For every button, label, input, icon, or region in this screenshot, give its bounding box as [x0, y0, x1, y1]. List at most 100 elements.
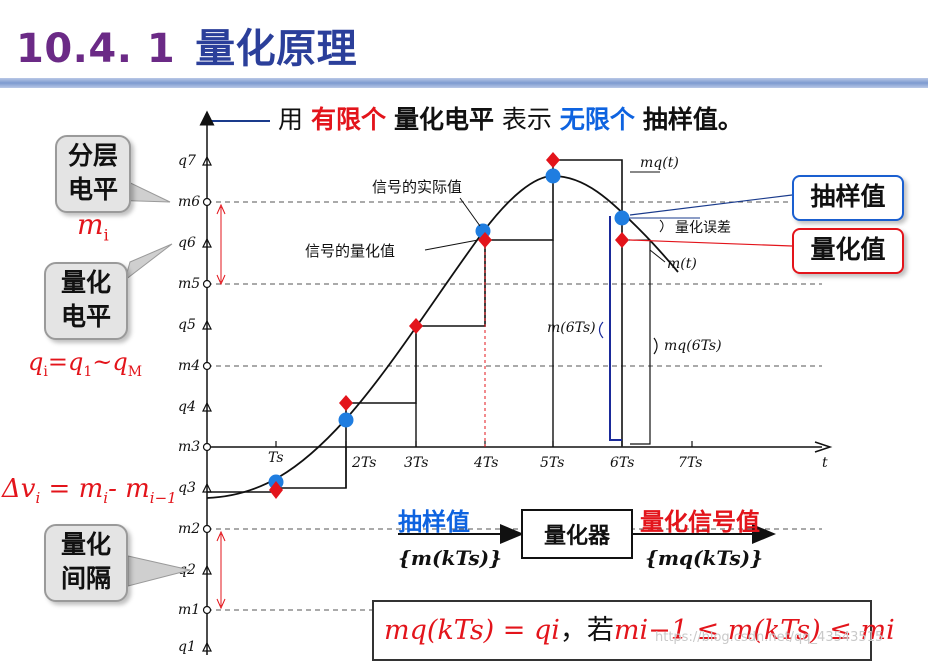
x-ticks: [275, 441, 693, 447]
callout-quant-level: 量化电平: [44, 262, 128, 340]
subtitle-infinite: 无限个: [559, 105, 635, 134]
quant-5: [546, 152, 560, 168]
quant-value-label: 信号的量化值: [305, 242, 395, 260]
block-out-label-text: 量化信号值: [640, 508, 760, 536]
quant-4: [478, 232, 492, 248]
label-7ts: 7Ts: [678, 455, 702, 471]
q-range-sub3: M: [127, 363, 143, 380]
quant-value-tag-text: 量化值: [810, 235, 886, 264]
section-title: 量化原理: [195, 26, 358, 72]
subtitle: 用 有限个 量化电平 表示 无限个 抽样值。: [210, 100, 743, 136]
subtitle-finite: 有限个: [310, 105, 386, 134]
sample-2: [338, 412, 354, 428]
delta-v: Δv: [2, 474, 36, 504]
label-t: t: [822, 455, 828, 471]
subtitle-dash: [210, 120, 270, 122]
quantization-formula: mq(kTs) = qi，若mi−1 ≤ m(kTs) ≤ mi: [372, 600, 895, 661]
block-out-sub: {mq(kTs)}: [645, 546, 763, 570]
block-out-sub-text: {mq(kTs)}: [645, 546, 763, 570]
m4-tick: [202, 361, 212, 371]
quant-2: [339, 395, 353, 411]
label-q7: q7: [178, 153, 196, 169]
subtitle-text-2: 表示: [501, 105, 552, 134]
m3-tick: [202, 442, 212, 452]
quantizer-label-text: 量化器: [543, 524, 610, 549]
formula-comma: ，若: [559, 615, 614, 646]
label-3ts: 3Ts: [404, 455, 428, 471]
quant-tag-connector: [629, 239, 793, 247]
callout-interval: 量化间隔: [44, 524, 128, 602]
quant-value-tag: 量化值: [792, 228, 904, 274]
x-axis-arrow: [814, 441, 833, 453]
q4-tick: [202, 401, 212, 412]
quant-pointer: [424, 239, 479, 251]
subtitle-quant-level: 量化电平: [393, 105, 494, 134]
q5-tick: [202, 319, 212, 330]
quantizer-label: 量化器: [522, 518, 632, 550]
q-range-tilde: ~q: [92, 348, 128, 376]
sample-tag-connector: [629, 194, 793, 216]
label-q1: q1: [178, 639, 196, 655]
layer-m: m: [77, 208, 104, 241]
label-m6: m6: [178, 194, 200, 210]
section-number: 10.4. 1: [16, 26, 176, 72]
m6-tick: [202, 197, 212, 207]
q-range-eq: =q: [47, 348, 84, 376]
actual-value-label: 信号的实际值: [372, 178, 462, 196]
formula-lhs: mq(kTs) = qi: [384, 615, 560, 646]
mt-pointer: [649, 249, 666, 263]
callout-layer-level-text: 分层电平: [67, 141, 118, 204]
label-m2: m2: [178, 521, 200, 537]
layer-m-label: mi: [77, 208, 109, 245]
actual-pointer: [459, 197, 481, 227]
mq6ts-label: mq(6Ts): [664, 338, 722, 354]
m-t-label: m(t): [667, 256, 697, 272]
subtitle-text-1: 用: [278, 105, 304, 134]
interval-callout-pointer: [127, 555, 191, 587]
delta-rhs-sub: i: [103, 489, 109, 508]
formula-condition: mi−1 ≤ m(kTs) ≤ mi: [613, 615, 895, 646]
y-labels: q7 m6 q6 m5 q5 m4 q4 m3 q3 m2 q2 m1 q1: [178, 153, 200, 655]
block-in-label-text: 抽样值: [398, 508, 470, 536]
sample-6: [614, 210, 630, 226]
label-6ts: 6Ts: [610, 455, 634, 471]
delta-rhs-sub2: i−1: [149, 489, 177, 508]
x-labels: Ts 2Ts 3Ts 4Ts 5Ts 6Ts 7Ts t: [268, 450, 828, 471]
sample-value-tag-text: 抽样值: [810, 182, 886, 211]
quant-3: [409, 318, 423, 334]
quant-diamonds: [269, 152, 629, 499]
label-m5: m5: [178, 276, 200, 292]
m2-tick: [202, 524, 212, 534]
q-ticks: [202, 155, 212, 652]
sample-5: [545, 168, 561, 184]
delta-v-formula: Δvi = mi- mi−1: [2, 474, 177, 507]
m6ts-label: m(6Ts): [547, 320, 596, 336]
m5-tick: [202, 279, 212, 289]
delta-v-sub: i: [35, 489, 41, 508]
q2-tick: [202, 564, 212, 575]
error-brace: [659, 219, 664, 233]
url-watermark: https://blog.csdn.net/qq_43543515: [655, 630, 884, 645]
q-range-sub2: 1: [83, 363, 93, 380]
interval-arrows: [216, 203, 226, 610]
callout-layer-level: 分层电平: [55, 135, 131, 213]
m6ts-bracket-line: [609, 216, 622, 441]
label-m4: m4: [178, 358, 200, 374]
label-m1: m1: [178, 602, 200, 618]
title-divider: [0, 78, 928, 88]
label-q4: q4: [178, 399, 196, 415]
label-q3: q3: [178, 480, 196, 496]
q-range-label: qi=q1~qM: [28, 348, 142, 380]
quantizer-box: [521, 509, 633, 559]
quant-6: [615, 232, 629, 248]
q7-tick: [202, 155, 212, 166]
label-2ts: 2Ts: [351, 455, 376, 471]
label-4ts: 4Ts: [473, 455, 498, 471]
m-ticks: [202, 197, 212, 615]
callout-interval-text: 量化间隔: [60, 530, 111, 593]
block-in-sub: {m(kTs)}: [398, 546, 502, 570]
label-m3: m3: [178, 439, 200, 455]
sample-value-tag: 抽样值: [792, 175, 904, 221]
block-in-sub-text: {m(kTs)}: [398, 546, 502, 570]
